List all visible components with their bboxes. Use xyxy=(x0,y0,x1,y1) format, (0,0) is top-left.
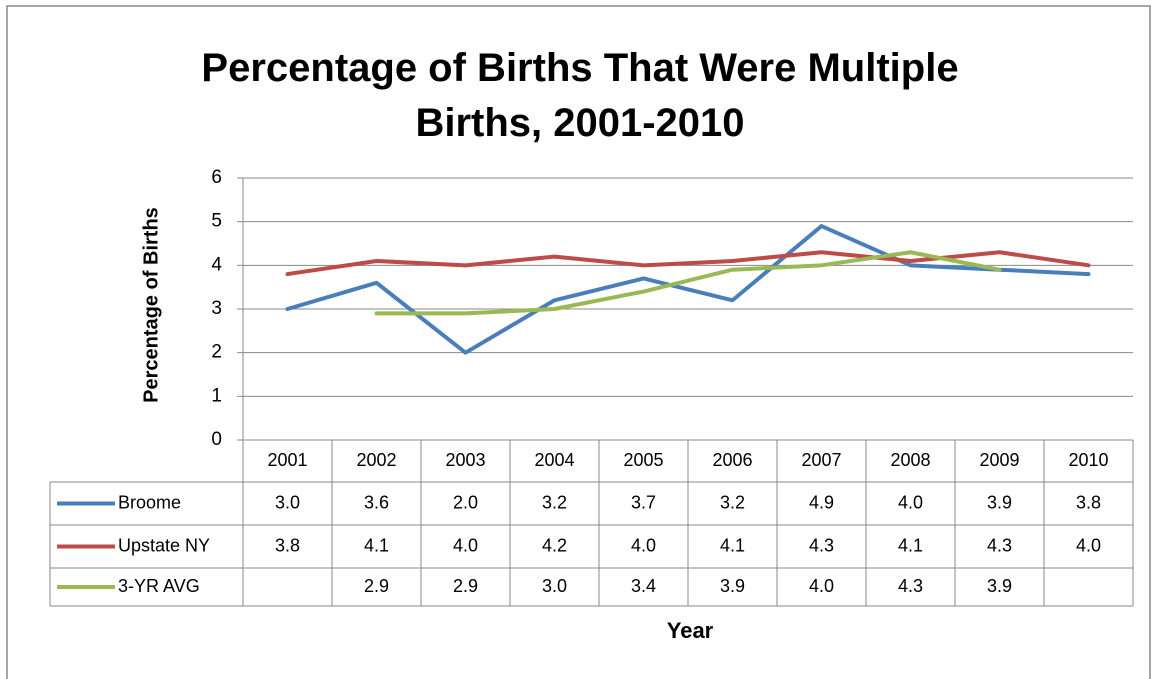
table-value: 3.2 xyxy=(542,492,567,512)
y-tick-label: 3 xyxy=(211,298,222,319)
y-tick-label: 0 xyxy=(211,429,222,450)
x-tick-label: 2009 xyxy=(979,450,1019,470)
table-value: 3.0 xyxy=(542,576,567,596)
table-value: 3.8 xyxy=(275,535,300,555)
x-tick-label: 2007 xyxy=(801,450,841,470)
table-value: 2.9 xyxy=(453,576,478,596)
x-tick-label: 2010 xyxy=(1068,450,1108,470)
table-value: 4.1 xyxy=(364,535,389,555)
y-axis-label: Percentage of Births xyxy=(140,207,162,403)
x-axis-label: Year xyxy=(667,618,714,643)
table-value: 4.2 xyxy=(542,535,567,555)
table-value: 3.0 xyxy=(275,492,300,512)
table-value: 3.7 xyxy=(631,492,656,512)
table-value: 4.0 xyxy=(631,535,656,555)
legend-label: 3-YR AVG xyxy=(118,576,200,596)
chart-title: Percentage of Births That Were Multiple B… xyxy=(201,46,958,145)
table-value: 4.0 xyxy=(898,492,923,512)
legend-label: Broome xyxy=(118,492,181,512)
table-value: 3.4 xyxy=(631,576,656,596)
table-value: 4.0 xyxy=(453,535,478,555)
table-value: 3.9 xyxy=(720,576,745,596)
x-tick-label: 2001 xyxy=(267,450,307,470)
series-line xyxy=(374,250,1002,316)
table-value: 4.3 xyxy=(809,535,834,555)
table-value: 4.1 xyxy=(720,535,745,555)
table-value: 4.9 xyxy=(809,492,834,512)
table-value: 3.6 xyxy=(364,492,389,512)
table-value: 4.1 xyxy=(898,535,923,555)
series-line xyxy=(285,224,1091,355)
chart-frame xyxy=(6,5,1151,679)
table-value: 2.9 xyxy=(364,576,389,596)
table-value: 4.0 xyxy=(809,576,834,596)
series-line xyxy=(285,250,1091,277)
table-value: 4.3 xyxy=(987,535,1012,555)
y-tick-label: 4 xyxy=(211,254,222,275)
y-tick-label: 1 xyxy=(211,385,222,406)
table-value: 3.9 xyxy=(987,576,1012,596)
legend-label: Upstate NY xyxy=(118,535,210,555)
y-tick-label: 6 xyxy=(211,167,222,188)
y-tick-label: 5 xyxy=(211,211,222,232)
x-tick-label: 2003 xyxy=(445,450,485,470)
table-value: 4.0 xyxy=(1076,535,1101,555)
x-tick-label: 2005 xyxy=(623,450,663,470)
table-value: 2.0 xyxy=(453,492,478,512)
x-tick-label: 2004 xyxy=(534,450,574,470)
x-tick-label: 2008 xyxy=(890,450,930,470)
x-tick-label: 2006 xyxy=(712,450,752,470)
x-tick-label: 2002 xyxy=(356,450,396,470)
table-value: 4.3 xyxy=(898,576,923,596)
table-value: 3.8 xyxy=(1076,492,1101,512)
table-value: 3.2 xyxy=(720,492,745,512)
table-value: 3.9 xyxy=(987,492,1012,512)
y-tick-label: 2 xyxy=(211,342,222,363)
